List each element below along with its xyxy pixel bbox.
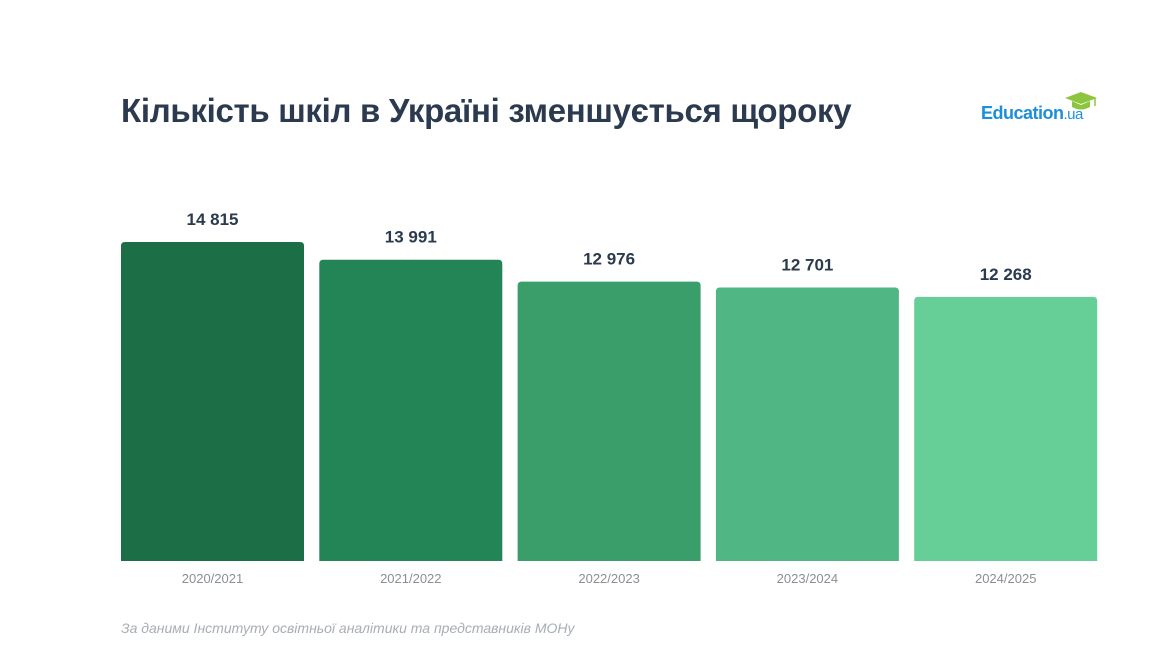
x-tick-label: 2022/2023 [578, 571, 639, 586]
value-label: 12 976 [583, 250, 635, 269]
value-label: 12 701 [781, 256, 833, 275]
bar-2023/2024 [715, 287, 899, 561]
bar-2020/2021 [121, 242, 304, 561]
x-tick-label: 2020/2021 [182, 571, 243, 586]
value-label: 14 815 [187, 210, 239, 229]
value-label: 13 991 [385, 228, 437, 247]
bar-2024/2025 [914, 296, 1098, 561]
bar-2022/2023 [517, 281, 701, 561]
value-label: 12 268 [980, 265, 1032, 284]
graduation-cap-icon [1065, 92, 1097, 110]
chart-title: Кількість шкіл в Україні зменшується щор… [121, 92, 852, 129]
education-ua-logo: Education.ua [981, 90, 1101, 126]
x-tick-label: 2021/2022 [380, 571, 441, 586]
x-tick-label: 2023/2024 [777, 571, 838, 586]
source-note: За даними Інституту освітньої аналітики … [121, 620, 575, 636]
x-tick-label: 2024/2025 [975, 571, 1036, 586]
bar-2021/2022 [319, 259, 503, 561]
